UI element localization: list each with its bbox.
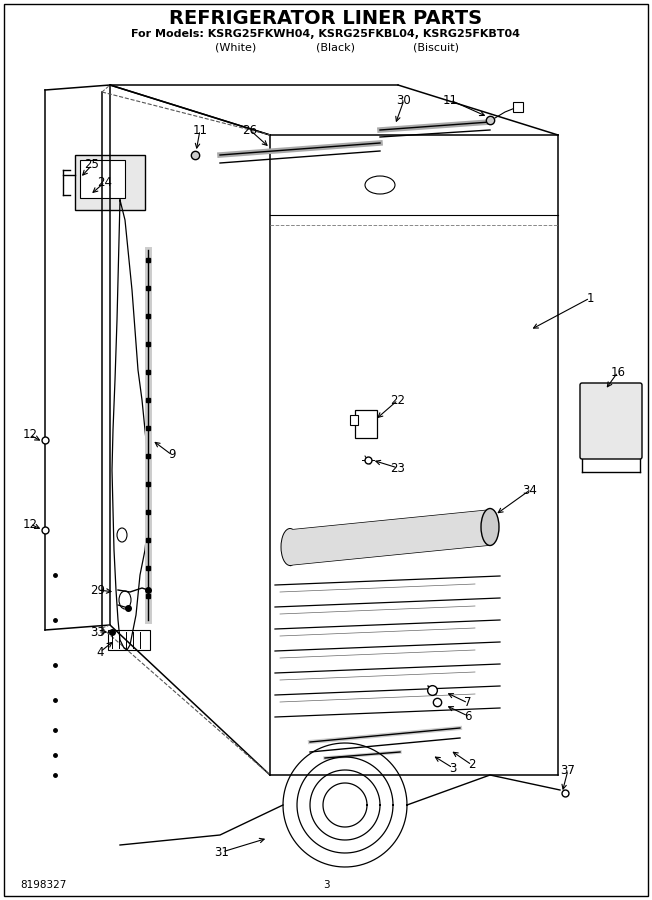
Bar (355, 410, 377, 438)
Text: 12: 12 (23, 428, 38, 442)
Bar (350, 415, 358, 425)
Text: REFRIGERATOR LINER PARTS: REFRIGERATOR LINER PARTS (170, 8, 482, 28)
FancyBboxPatch shape (580, 383, 642, 459)
Text: 9: 9 (168, 448, 176, 462)
Text: 11: 11 (443, 94, 458, 106)
Bar (75, 155, 145, 210)
Text: 16: 16 (610, 365, 625, 379)
Ellipse shape (481, 508, 499, 545)
Text: 2: 2 (468, 759, 476, 771)
Text: 37: 37 (561, 763, 576, 777)
Text: 4: 4 (96, 645, 104, 659)
Text: (White): (White) (215, 43, 257, 53)
Text: 3: 3 (449, 761, 456, 775)
Text: 3: 3 (323, 880, 329, 890)
Text: 11: 11 (192, 123, 207, 137)
Text: 22: 22 (391, 393, 406, 407)
Text: 34: 34 (522, 483, 537, 497)
Text: 25: 25 (85, 158, 100, 172)
Text: 33: 33 (91, 626, 106, 638)
Text: 6: 6 (464, 709, 472, 723)
Text: For Models: KSRG25FKWH04, KSRG25FKBL04, KSRG25FKBT04: For Models: KSRG25FKWH04, KSRG25FKBL04, … (132, 29, 520, 39)
Text: (Biscuit): (Biscuit) (413, 43, 459, 53)
Polygon shape (290, 510, 490, 565)
Text: 8198327: 8198327 (20, 880, 67, 890)
Text: 7: 7 (464, 697, 472, 709)
Text: 31: 31 (215, 845, 230, 859)
Ellipse shape (281, 528, 299, 565)
Bar (80, 160, 125, 198)
Text: 29: 29 (91, 583, 106, 597)
Text: 12: 12 (23, 518, 38, 530)
Text: 24: 24 (98, 176, 113, 188)
Bar (108, 630, 150, 650)
Text: 26: 26 (243, 123, 258, 137)
Text: 1: 1 (586, 292, 594, 304)
Text: (Black): (Black) (316, 43, 355, 53)
Text: 30: 30 (396, 94, 411, 106)
Text: 23: 23 (391, 462, 406, 474)
